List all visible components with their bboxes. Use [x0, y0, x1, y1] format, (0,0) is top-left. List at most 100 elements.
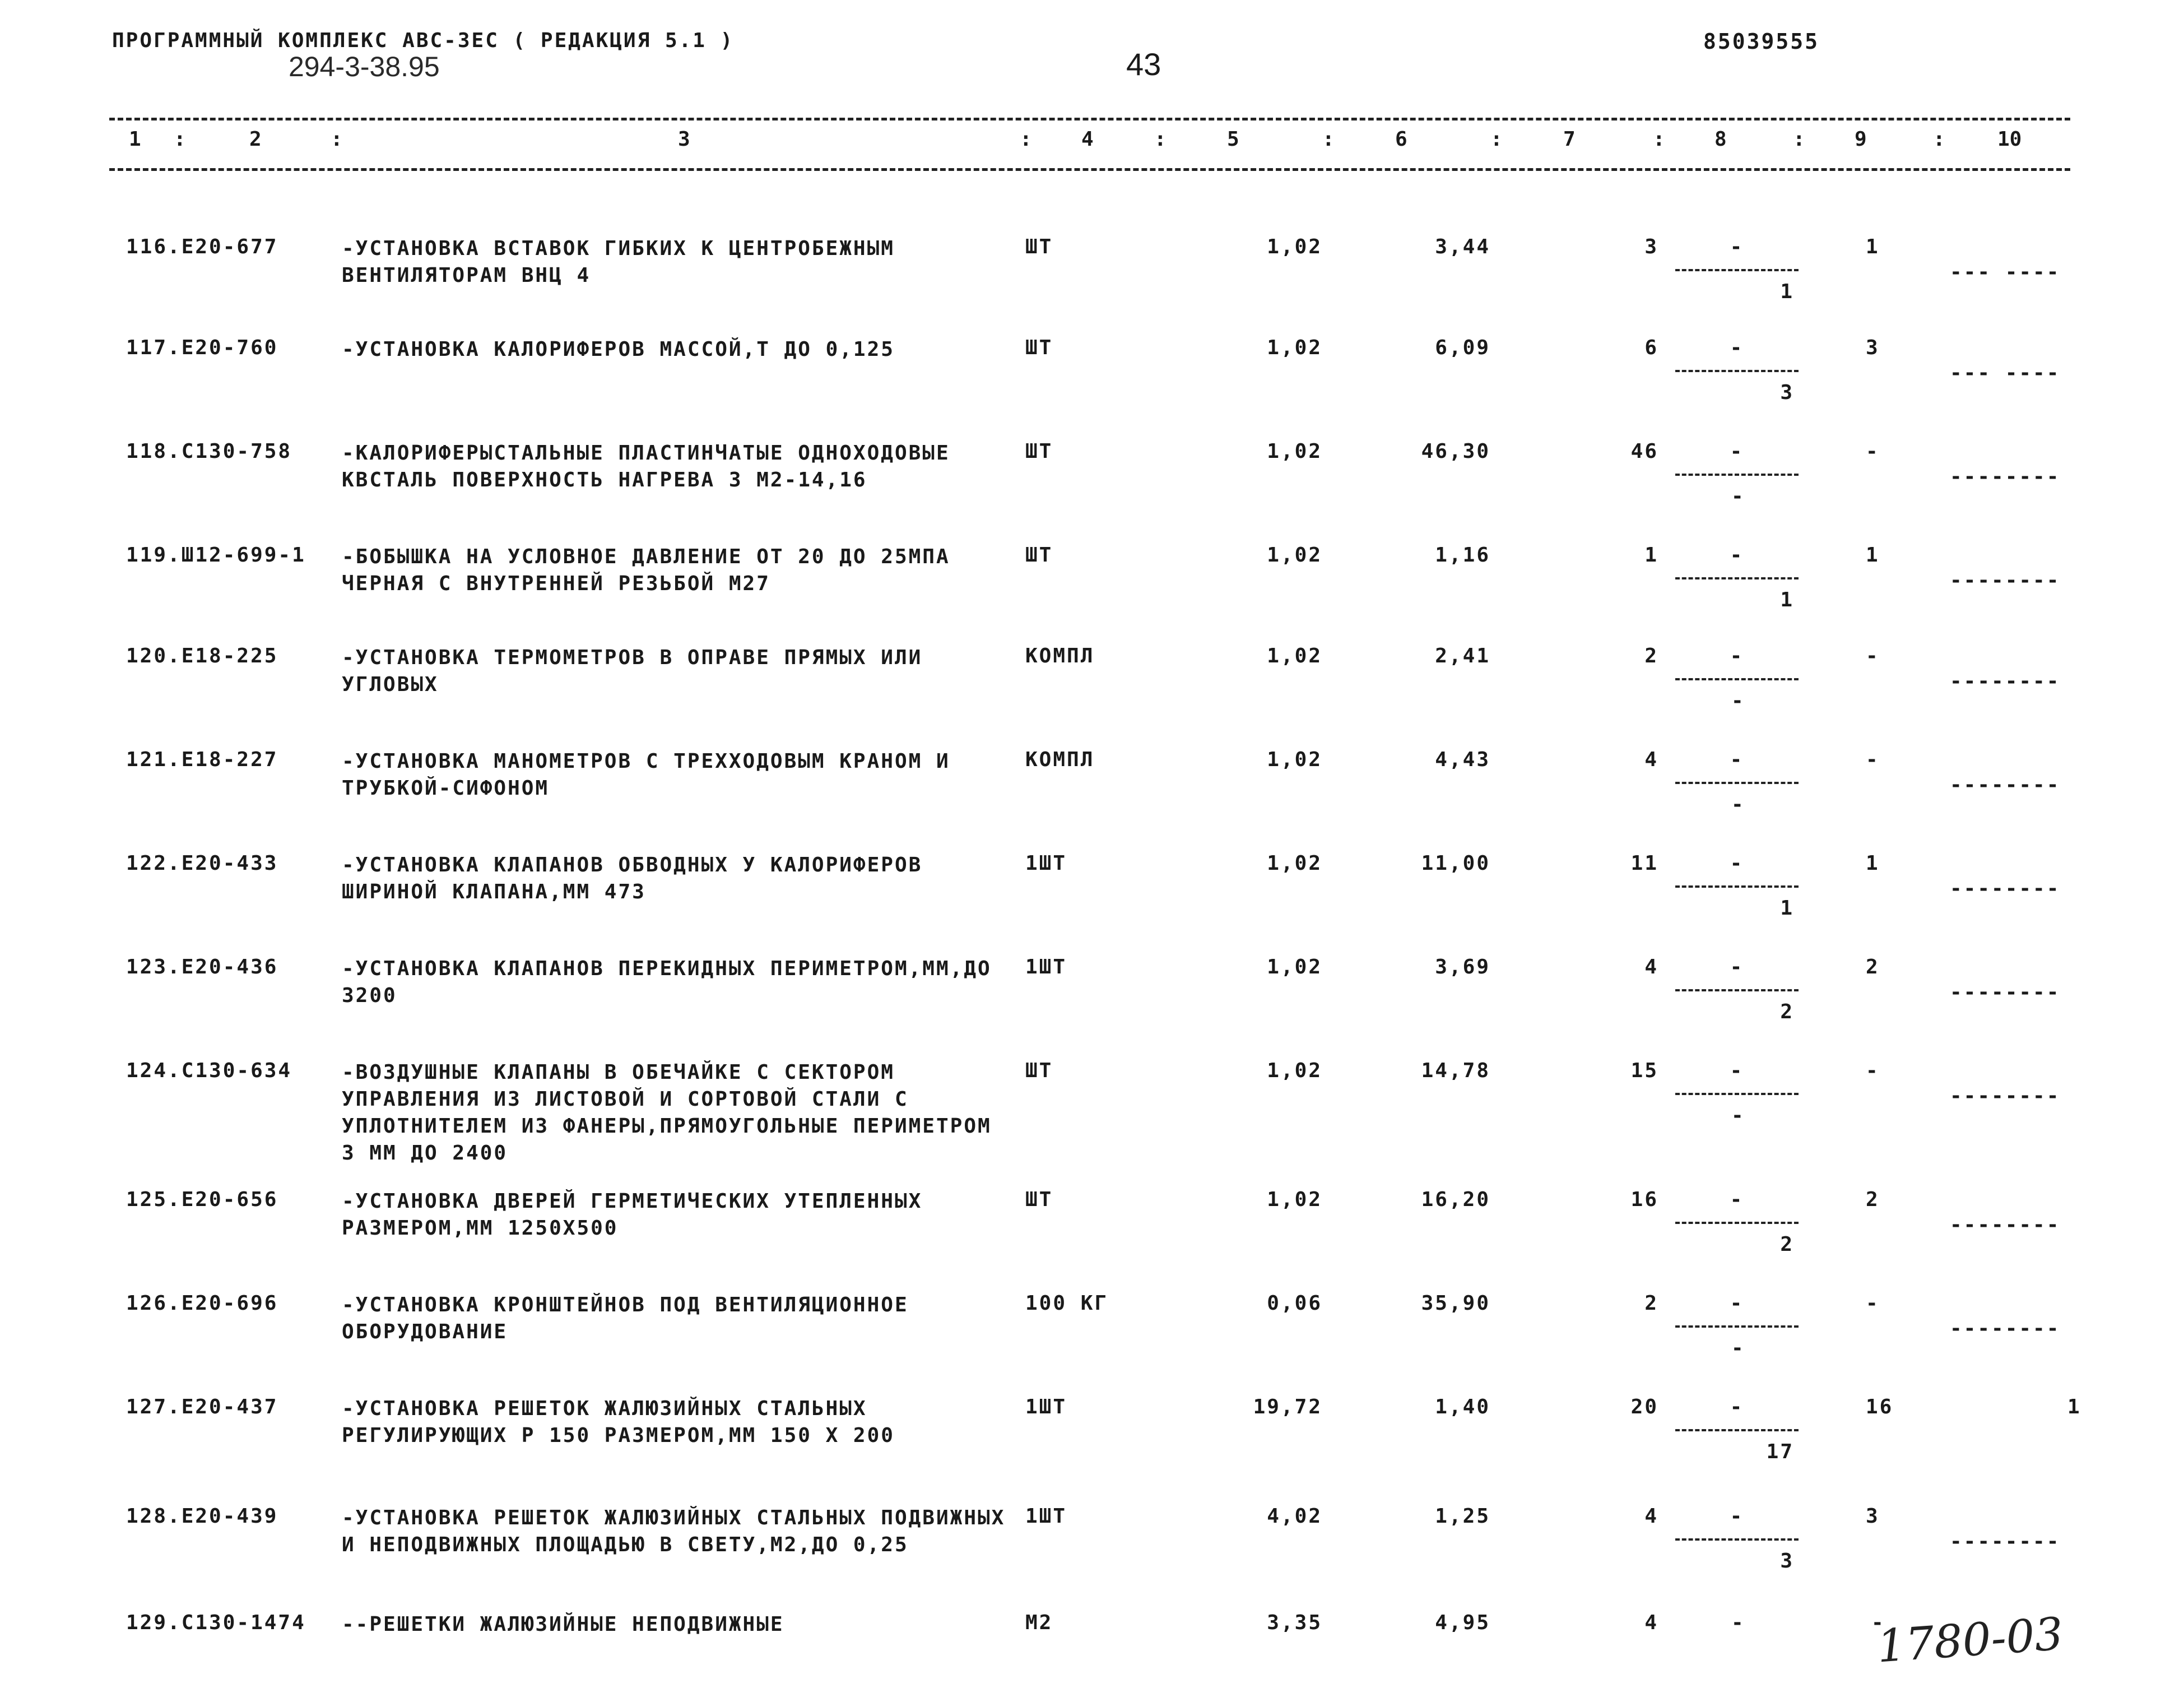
row-quantity: 1,02 — [1267, 852, 1322, 875]
page-number: 43 — [1126, 47, 1161, 82]
fraction-top: - — [1730, 644, 1744, 667]
row-col8-fraction: - 2 — [1675, 1188, 1799, 1278]
row-description: -БОБЫШКА НА УСЛОВНОЕ ДАВЛЕНИЕ ОТ 20 ДО 2… — [342, 545, 950, 595]
fraction-top: - — [1730, 1292, 1744, 1315]
row-unit: 1ШТ — [1025, 1505, 1067, 1528]
row-value: 4,95 — [1435, 1611, 1490, 1634]
row-description: -УСТАНОВКА ВСТАВОК ГИБКИХ К ЦЕНТРОБЕЖНЫМ… — [342, 237, 895, 287]
col-sep: : — [1154, 128, 1167, 151]
fraction-top: - — [1730, 544, 1744, 567]
row-quantity: 1,02 — [1267, 235, 1322, 258]
program-title: ПРОГРАММНЫЙ КОМПЛЕКС АВС-ЗЕС ( РЕДАКЦИЯ … — [112, 29, 735, 52]
row-code: 122.Е20-433 — [126, 852, 278, 875]
column-number-row: 1 : 2 : 3 : 4 : 5 : 6 : 7 : 8 : 9 : 10 — [0, 128, 2184, 161]
row-value: 1,40 — [1435, 1395, 1490, 1418]
col-5: 5 — [1227, 128, 1239, 151]
row-code: 124.С130-634 — [126, 1059, 292, 1082]
row-unit: М2 — [1025, 1611, 1053, 1634]
row-description: -УСТАНОВКА ТЕРМОМЕТРОВ В ОПРАВЕ ПРЯМЫХ И… — [342, 646, 923, 696]
col-4: 4 — [1081, 128, 1094, 151]
col9-value: 2 — [1866, 1188, 1880, 1211]
row-col8-fraction: - 1 — [1675, 544, 1799, 633]
row-col10: -------- — [1950, 465, 2061, 488]
row-code: 125.Е20-656 — [126, 1188, 278, 1211]
col9-value: 3 — [1866, 336, 1880, 359]
row-code: 120.Е18-225 — [126, 644, 278, 667]
row-description: -УСТАНОВКА ДВЕРЕЙ ГЕРМЕТИЧЕСКИХ УТЕПЛЕНН… — [342, 1190, 923, 1240]
row-quantity: 19,72 — [1253, 1395, 1322, 1418]
row-col7: 16 — [1630, 1188, 1658, 1211]
row-col10: -------- — [1950, 1213, 2061, 1236]
col9-value: 1 — [1866, 544, 1880, 567]
row-col8-fraction: - 1 — [1675, 235, 1799, 325]
row-quantity: 1,02 — [1267, 644, 1322, 667]
row-col8-fraction: - - — [1675, 644, 1799, 734]
row-unit: 1ШТ — [1025, 1395, 1067, 1418]
row-description: -УСТАНОВКА РЕШЕТОК ЖАЛЮЗИЙНЫХ СТАЛЬНЫХ Р… — [342, 1397, 895, 1447]
row-col9: - — [1871, 1611, 1885, 1634]
row-col10: -------- — [1950, 569, 2061, 592]
col9-value: 3 — [1866, 1505, 1880, 1528]
row-col8-fraction: - - — [1675, 1059, 1799, 1149]
col-sep: : — [1653, 128, 1665, 151]
row-col9: 3 — [1866, 1505, 1989, 1594]
row-value: 2,41 — [1435, 644, 1490, 667]
row-quantity: 3,35 — [1267, 1611, 1322, 1634]
fraction-top: - — [1730, 1188, 1744, 1211]
row-value: 3,44 — [1435, 235, 1490, 258]
row-col9: 16 — [1866, 1395, 1989, 1485]
row-value: 14,78 — [1421, 1059, 1490, 1082]
col-10: 10 — [1997, 128, 2022, 151]
row-col8-fraction: - 3 — [1675, 336, 1799, 426]
row-col10: 1 — [2067, 1395, 2081, 1418]
row-description: -УСТАНОВКА РЕШЕТОК ЖАЛЮЗИЙНЫХ СТАЛЬНЫХ П… — [342, 1506, 1006, 1556]
col9-value: 2 — [1866, 956, 1880, 979]
fraction-line — [1675, 370, 1799, 372]
row-code: 129.С130-1474 — [126, 1611, 306, 1634]
fraction-top: - — [1730, 956, 1744, 979]
row-quantity: 1,02 — [1267, 1059, 1322, 1082]
row-col8-fraction: - - — [1675, 748, 1799, 838]
row-quantity: 1,02 — [1267, 440, 1322, 463]
row-unit: 1ШТ — [1025, 852, 1067, 875]
row-col10: -------- — [1950, 877, 2061, 900]
col9-value: - — [1866, 1292, 1880, 1315]
row-unit: ШТ — [1025, 544, 1053, 567]
fraction-line — [1675, 1325, 1799, 1328]
row-col9: - — [1866, 440, 1989, 530]
col-7: 7 — [1563, 128, 1576, 151]
row-unit: ШТ — [1025, 440, 1053, 463]
row-col10: --- ---- — [1950, 361, 2061, 384]
row-col7: 2 — [1644, 644, 1658, 667]
col-sep: : — [331, 128, 343, 151]
row-col9: 2 — [1866, 956, 1989, 1045]
row-quantity: 1,02 — [1267, 956, 1322, 979]
header-rule-bottom — [109, 168, 2070, 171]
row-col9: 1 — [1866, 544, 1989, 633]
row-col9: 1 — [1866, 852, 1989, 942]
row-col9: 2 — [1866, 1188, 1989, 1278]
row-code: 117.Е20-760 — [126, 336, 278, 359]
fraction-bottom: 17 — [1766, 1440, 1794, 1463]
col9-value: 1 — [1866, 852, 1880, 875]
row-unit: КОМПЛ — [1025, 644, 1095, 667]
col-1: 1 — [129, 128, 141, 151]
row-quantity: 1,02 — [1267, 336, 1322, 359]
row-col8-fraction: - 1 — [1675, 852, 1799, 942]
row-col7: 3 — [1644, 235, 1658, 258]
col-6: 6 — [1395, 128, 1407, 151]
row-col7: 46 — [1630, 440, 1658, 463]
row-code: 119.Ш12-699-1 — [126, 544, 306, 567]
fraction-bottom: 1 — [1780, 588, 1794, 611]
fraction-line — [1675, 474, 1799, 476]
col-3: 3 — [678, 128, 690, 151]
row-description: --РЕШЕТКИ ЖАЛЮЗИЙНЫЕ НЕПОДВИЖНЫЕ — [342, 1613, 784, 1636]
fraction-bottom: 2 — [1780, 1233, 1794, 1256]
fraction-top: - — [1730, 1505, 1744, 1528]
fraction-line — [1675, 1429, 1799, 1431]
row-quantity: 1,02 — [1267, 748, 1322, 771]
row-quantity: 1,02 — [1267, 544, 1322, 567]
col-sep: : — [1490, 128, 1503, 151]
row-col7: 1 — [1644, 544, 1658, 567]
row-description: -ВОЗДУШНЫЕ КЛАПАНЫ В ОБЕЧАЙКЕ С СЕКТОРОМ… — [342, 1061, 992, 1165]
